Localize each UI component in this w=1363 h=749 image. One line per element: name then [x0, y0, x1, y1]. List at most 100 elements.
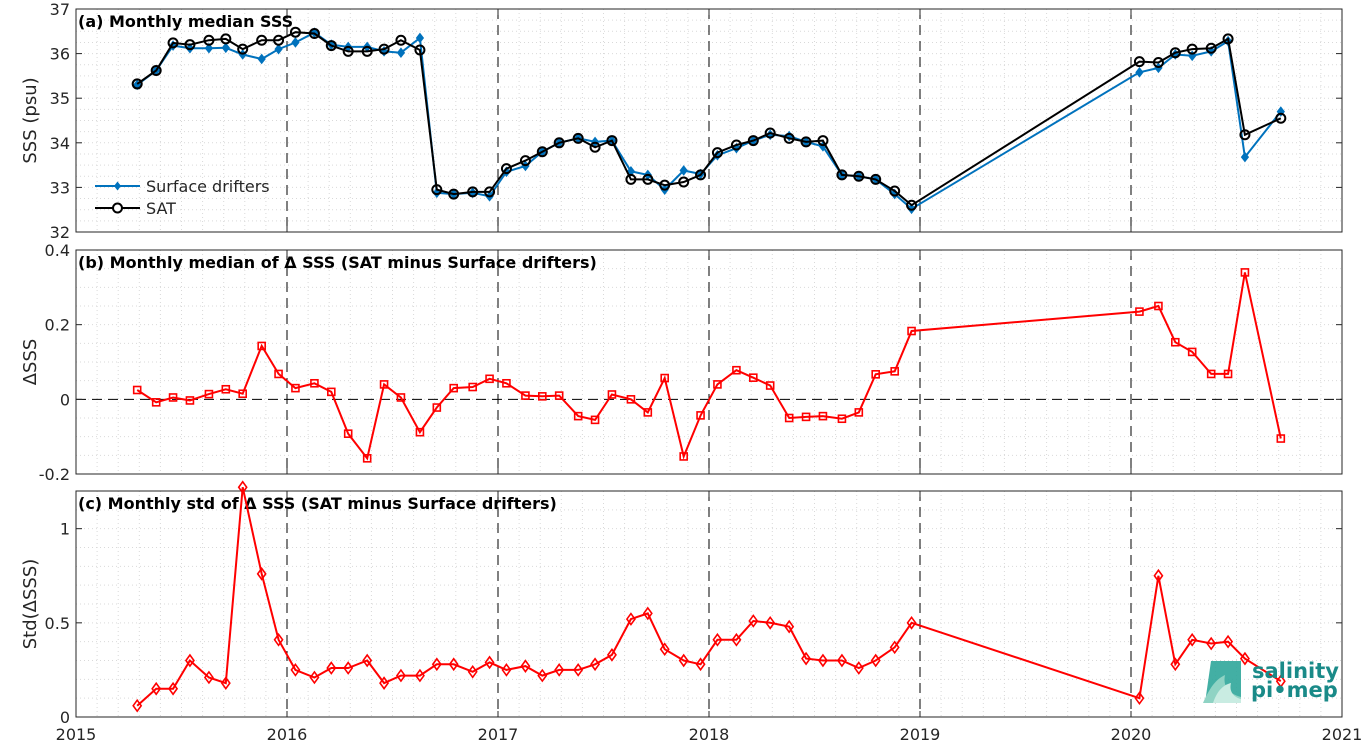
legend-label: Surface drifters — [146, 177, 270, 196]
data-point — [237, 43, 249, 55]
data-point — [659, 642, 670, 657]
data-point — [817, 135, 829, 147]
data-point — [327, 387, 336, 397]
data-point — [185, 396, 195, 405]
data-point — [1223, 634, 1234, 649]
data-point — [238, 389, 247, 399]
data-point — [1275, 674, 1286, 689]
data-point — [204, 42, 214, 54]
y-tick-label: 0.4 — [45, 241, 70, 260]
data-point — [713, 380, 722, 389]
panel-1: 32 33 34 35 36 37 SSS (psu) (a) Monthly median … — [20, 0, 1343, 242]
data-point — [342, 45, 354, 57]
data-point — [553, 137, 565, 149]
data-point — [379, 676, 390, 690]
data-point — [890, 367, 899, 376]
data-point — [732, 365, 741, 375]
logo-line2: pi•mep — [1251, 678, 1338, 702]
data-point — [431, 657, 442, 672]
data-point — [168, 681, 179, 696]
legend-label: SAT — [146, 199, 176, 218]
data-point — [274, 43, 283, 55]
data-point — [484, 186, 496, 198]
data-point — [220, 676, 231, 690]
data-point — [168, 393, 178, 402]
x-tick-label: 2015 — [56, 725, 97, 744]
data-point — [853, 661, 864, 675]
data-point — [854, 408, 864, 417]
data-point — [274, 369, 283, 379]
data-point — [730, 139, 742, 151]
data-point — [889, 185, 901, 197]
data-point — [1240, 151, 1250, 163]
data-point — [749, 373, 758, 382]
x-tick-label: 2018 — [689, 725, 730, 744]
data-point — [731, 632, 742, 647]
data-point — [1186, 43, 1198, 55]
series-line — [136, 486, 1282, 707]
data-point — [870, 173, 882, 185]
data-point — [678, 653, 689, 668]
data-point — [150, 65, 162, 77]
data-point — [325, 40, 337, 52]
y-axis-label: ΔSSS — [20, 339, 41, 386]
data-point — [659, 179, 671, 191]
data-point — [220, 33, 232, 45]
data-point — [643, 408, 653, 417]
data-point — [906, 615, 917, 630]
data-point — [184, 39, 196, 51]
x-tick-label: 2017 — [478, 725, 519, 744]
legend-marker — [112, 202, 123, 214]
legend-marker — [114, 181, 121, 191]
x-tick-label: 2021 — [1322, 725, 1363, 744]
data-point — [1170, 657, 1181, 672]
data-point — [432, 403, 442, 412]
data-point — [256, 567, 267, 581]
data-point — [695, 169, 707, 181]
data-point — [519, 155, 531, 167]
data-point — [221, 384, 231, 394]
data-point — [501, 663, 512, 677]
data-point — [1152, 57, 1164, 69]
panel-title: (a) Monthly median SSS — [78, 12, 293, 31]
data-point — [204, 389, 214, 399]
data-point — [361, 45, 373, 57]
data-point — [1187, 347, 1197, 357]
data-point — [626, 395, 636, 404]
y-tick-label: 0 — [60, 708, 70, 727]
x-tick-label: 2020 — [1111, 725, 1152, 744]
logo-wave-graphic-3 — [1213, 683, 1241, 703]
data-point — [906, 199, 918, 211]
data-point — [907, 326, 916, 336]
data-point — [818, 411, 828, 421]
data-point — [256, 34, 268, 46]
data-point — [343, 429, 353, 438]
data-point — [151, 681, 162, 696]
data-point — [1239, 129, 1251, 141]
y-tick-label: 1 — [60, 520, 70, 539]
data-point — [395, 34, 407, 46]
data-point — [237, 480, 248, 495]
panel-3: 0 0.5 1 2015 2016 2017 2018 2019 2020 2021 Std(ΔSS… — [20, 480, 1363, 744]
series-delta-2 — [132, 268, 1286, 463]
data-point — [765, 615, 776, 630]
data-point — [167, 37, 179, 49]
data-point — [573, 411, 583, 421]
x-tick-label: 2019 — [900, 725, 941, 744]
y-axis-label: SSS (psu) — [20, 77, 41, 163]
data-point — [590, 415, 600, 425]
data-point — [590, 657, 601, 672]
data-point — [660, 373, 669, 383]
data-point — [521, 391, 530, 400]
data-point — [309, 670, 320, 685]
data-point — [395, 668, 406, 683]
data-point — [1154, 301, 1163, 311]
x-tick-label: 2016 — [267, 725, 308, 744]
data-point — [1239, 651, 1250, 666]
data-point — [289, 26, 301, 38]
data-point — [764, 127, 776, 139]
y-tick-label: 0.5 — [45, 614, 70, 633]
y-tick-label: 33 — [50, 178, 70, 197]
data-point — [695, 657, 706, 672]
year-lines — [286, 491, 1132, 717]
